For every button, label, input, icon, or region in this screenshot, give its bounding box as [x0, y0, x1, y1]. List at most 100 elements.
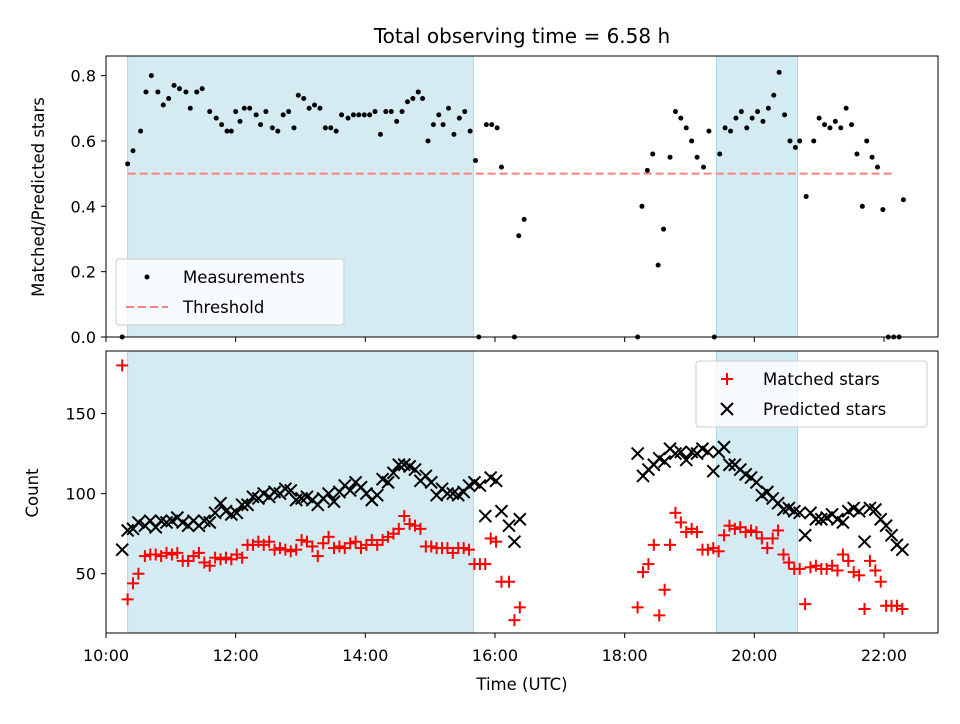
- matched-star-point: [664, 538, 677, 551]
- matched-star-point: [132, 567, 145, 580]
- measurement-point: [219, 122, 225, 128]
- matched-star-point: [642, 558, 655, 571]
- matched-star-point: [842, 554, 855, 567]
- measurement-point: [286, 109, 292, 115]
- matched-star-point: [138, 550, 151, 563]
- measurement-point: [744, 125, 750, 131]
- measurement-point: [339, 112, 345, 118]
- matched-star-point: [691, 526, 704, 539]
- matched-star-point: [398, 510, 411, 523]
- matched-star-point: [745, 524, 758, 537]
- top-legend-box: [115, 258, 345, 326]
- measurement-points: [119, 69, 906, 340]
- matched-star-point: [750, 526, 763, 539]
- x-tick-label: 14:00: [342, 646, 388, 665]
- predicted-star-point: [478, 509, 492, 523]
- x-tick-label: 16:00: [472, 646, 518, 665]
- measurement-point: [701, 164, 707, 170]
- matched-star-point: [463, 543, 476, 556]
- matched-star-point: [192, 546, 205, 559]
- measurement-point: [787, 138, 793, 144]
- matched-star-point: [513, 601, 526, 614]
- predicted-star-point: [386, 466, 401, 480]
- measurement-point: [233, 109, 239, 115]
- matched-star-point: [853, 569, 866, 582]
- matched-star-point: [306, 540, 319, 553]
- measurement-point: [166, 95, 172, 101]
- matched-star-point: [777, 548, 790, 561]
- measurement-point: [733, 115, 739, 121]
- predicted-star-point: [895, 542, 910, 557]
- predicted-star-point: [424, 475, 438, 490]
- x-tick-label: 22:00: [861, 646, 907, 665]
- measurement-point: [383, 109, 389, 115]
- measurement-point: [760, 118, 766, 124]
- matched-star-point: [782, 556, 795, 569]
- measurement-point: [237, 118, 243, 124]
- predicted-star-point: [440, 486, 455, 501]
- top-y-tick-label: 0.4: [71, 197, 96, 216]
- measurement-point: [771, 92, 777, 98]
- measurement-point: [689, 138, 695, 144]
- measurement-point: [473, 158, 479, 164]
- measurement-point: [306, 105, 312, 111]
- matched-star-point: [203, 559, 216, 572]
- measurement-point: [489, 122, 495, 128]
- measurement-point: [148, 73, 154, 79]
- predicted-star-point: [327, 494, 341, 509]
- measurement-point: [498, 164, 504, 170]
- matched-star-point: [653, 609, 666, 622]
- predicted-star-point: [370, 488, 384, 502]
- matched-star-point: [647, 538, 660, 551]
- measurement-point: [377, 131, 383, 137]
- measurement-point: [224, 128, 230, 134]
- predicted-star-point: [809, 512, 823, 526]
- measurement-point: [247, 105, 253, 111]
- bottom-y-axis-label: Count: [23, 468, 42, 518]
- predicted-star-point: [857, 534, 872, 549]
- measurement-point: [388, 109, 394, 115]
- predicted-star-point: [836, 515, 850, 530]
- x-tick-label: 10:00: [83, 646, 129, 665]
- top-axes-frame: [105, 55, 939, 338]
- matched-star-point: [403, 518, 416, 531]
- matched-star-point: [766, 532, 779, 545]
- predicted-star-point: [284, 483, 298, 498]
- matched-star-point: [831, 564, 844, 577]
- measurement-point: [333, 128, 339, 134]
- measurement-point: [263, 109, 269, 115]
- measurement-point: [345, 115, 351, 121]
- predicted-star-point: [884, 528, 899, 542]
- predicted-star-point: [792, 506, 807, 520]
- measurement-point: [295, 92, 301, 98]
- predicted-star-point: [722, 458, 737, 472]
- top-y-tick-label: 0.6: [71, 132, 96, 151]
- matched-star-point: [116, 359, 129, 372]
- predicted-star-point: [321, 486, 336, 501]
- legend-measurements-label: Measurements: [183, 268, 305, 287]
- top-y-tick-label: 0.0: [71, 328, 96, 347]
- matched-star-point: [718, 529, 731, 542]
- measurement-point: [639, 203, 645, 209]
- measurement-point: [483, 122, 489, 128]
- matched-star-point: [160, 546, 173, 559]
- bottom-shade-0: [127, 351, 474, 633]
- measurement-point: [317, 105, 323, 111]
- measurement-point: [456, 115, 462, 121]
- predicted-star-point: [343, 483, 357, 498]
- measurement-point: [213, 115, 219, 121]
- measurement-point: [258, 122, 264, 128]
- top-y-axis-label: Matched/Predicted stars: [29, 97, 48, 297]
- figure-title: Total observing time = 6.58 h: [373, 24, 670, 48]
- measurement-point: [415, 89, 421, 95]
- predicted-star-point: [749, 475, 764, 490]
- matched-star-point: [149, 548, 162, 561]
- matched-star-point: [263, 535, 276, 548]
- bottom-x-ticks: 10:00 12:00 14:00 16:00 18:00 20:00 22:00: [83, 633, 907, 665]
- predicted-star-point: [679, 453, 693, 467]
- measurement-point: [361, 112, 367, 118]
- matched-star-point: [658, 583, 671, 596]
- measurement-point: [350, 112, 356, 118]
- legend-predicted-label: Predicted stars: [763, 400, 886, 419]
- matched-star-point: [701, 543, 714, 556]
